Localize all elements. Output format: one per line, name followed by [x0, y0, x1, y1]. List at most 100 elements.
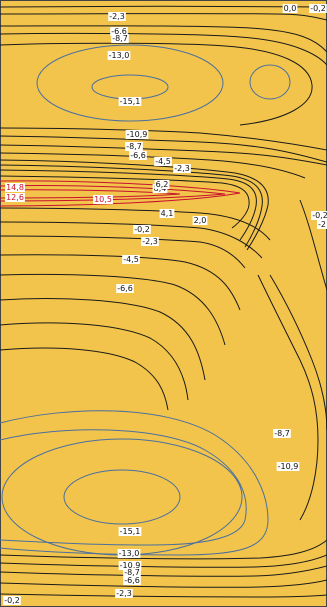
- contour-label-background: [123, 568, 141, 577]
- contour-label-background: [154, 180, 170, 189]
- contour-label-background: [192, 216, 208, 225]
- contour-line: [0, 539, 327, 560]
- contour-line: [249, 64, 291, 100]
- contour-label-background: [116, 284, 134, 293]
- contour-label: -2,3: [174, 164, 190, 173]
- contour-label: 12,6: [6, 193, 24, 202]
- contour-line: [0, 410, 269, 556]
- contour-line: [0, 13, 327, 21]
- contour-label-background: [118, 97, 142, 106]
- contour-label: -8,7: [124, 568, 140, 577]
- contour-label-background: [118, 527, 142, 536]
- contour-line: [0, 127, 327, 151]
- contour-label: -0,2: [4, 596, 20, 605]
- contour-label-background: [108, 12, 126, 21]
- contour-label-background: [154, 157, 172, 166]
- contour-label-background: [93, 195, 113, 204]
- contour-label: -13,0: [119, 549, 140, 558]
- contour-line: [0, 184, 226, 202]
- contour-line: [0, 42, 313, 126]
- contour-label-background: [122, 255, 140, 264]
- contour-label: 4,1: [161, 209, 174, 218]
- contour-line: [0, 298, 206, 381]
- contour-line: [0, 273, 226, 346]
- contour-label-background: [123, 576, 141, 585]
- contour-line: [0, 164, 263, 248]
- contour-line: [0, 579, 327, 588]
- contour-label-background: [5, 193, 25, 202]
- contour-label: 14,8: [6, 183, 24, 192]
- contour-label-background: [141, 237, 159, 246]
- contour-label-background: [276, 462, 300, 471]
- contour-line: [257, 274, 319, 521]
- contour-label: -10,9: [127, 130, 148, 139]
- contour-label-background: [107, 51, 131, 60]
- contour-label: 0,0: [284, 4, 297, 13]
- contour-label: -8,7: [126, 142, 142, 151]
- contour-label: -0,2: [310, 4, 326, 13]
- contour-line: [0, 169, 257, 241]
- contour-label-background: [117, 549, 141, 558]
- contour-line: [0, 235, 246, 269]
- contour-label-background: [125, 142, 143, 151]
- contour-label: -0,2: [134, 225, 150, 234]
- contour-line: [0, 565, 327, 577]
- contour-line: [0, 593, 327, 598]
- contour-line: [299, 199, 327, 291]
- contour-line: [0, 144, 327, 166]
- contour-line: [0, 554, 327, 568]
- contour-line: [63, 469, 181, 525]
- contour-line: [0, 180, 241, 207]
- contour-label-background: [3, 596, 21, 605]
- contour-line: [0, 32, 327, 66]
- contour-label: 6,2: [156, 180, 169, 189]
- contour-label-background: [317, 220, 327, 229]
- contour-label: -15,1: [120, 97, 141, 106]
- contour-label: -6,6: [111, 27, 127, 36]
- contour-label-background: [159, 209, 175, 218]
- contour-line: [0, 347, 169, 411]
- contour-label: -2,3: [109, 12, 125, 21]
- contour-label: -6,6: [124, 576, 140, 585]
- contour-label-background: [173, 164, 191, 173]
- contour-line: [0, 152, 306, 179]
- contour-label: -4,5: [155, 157, 171, 166]
- contour-line: [0, 429, 247, 546]
- contour-line: [0, 135, 327, 163]
- contour-line: [0, 25, 327, 53]
- contour-line: [0, 189, 181, 199]
- contour-label-background: [311, 211, 327, 220]
- contour-label: -13,0: [109, 51, 130, 60]
- contour-label-background: [111, 34, 129, 43]
- contour-label: -2,3: [116, 589, 132, 598]
- contour-label-background: [5, 183, 25, 192]
- contour-label-background: [115, 589, 133, 598]
- contour-label: -15,1: [120, 527, 141, 536]
- contour-label: 10,5: [94, 195, 112, 204]
- contour-label-background: [273, 429, 291, 438]
- contour-label: -2: [318, 220, 326, 229]
- contour-label: -6,6: [130, 151, 146, 160]
- contour-line: [0, 254, 241, 311]
- contour-label: -8,7: [274, 429, 290, 438]
- contour-label-background: [133, 225, 151, 234]
- contour-line: [0, 175, 250, 229]
- contour-line: [0, 322, 189, 401]
- contour-line: [0, 207, 271, 241]
- contour-label: -0,2: [312, 211, 327, 220]
- contour-label: -8,7: [112, 34, 128, 43]
- contour-label: -10,9: [278, 462, 299, 471]
- contour-label-background: [309, 4, 327, 13]
- contour-label: -2,3: [142, 237, 158, 246]
- contour-label: -6,6: [117, 284, 133, 293]
- contour-label-background: [125, 130, 149, 139]
- contour-label: -4,5: [123, 255, 139, 264]
- contour-line: [0, 159, 269, 251]
- contour-label: -10,9: [120, 561, 141, 570]
- contour-label-background: [129, 151, 147, 160]
- high-contour-lines: [0, 180, 241, 207]
- contour-label: 2,0: [194, 216, 207, 225]
- contour-line: [0, 221, 263, 259]
